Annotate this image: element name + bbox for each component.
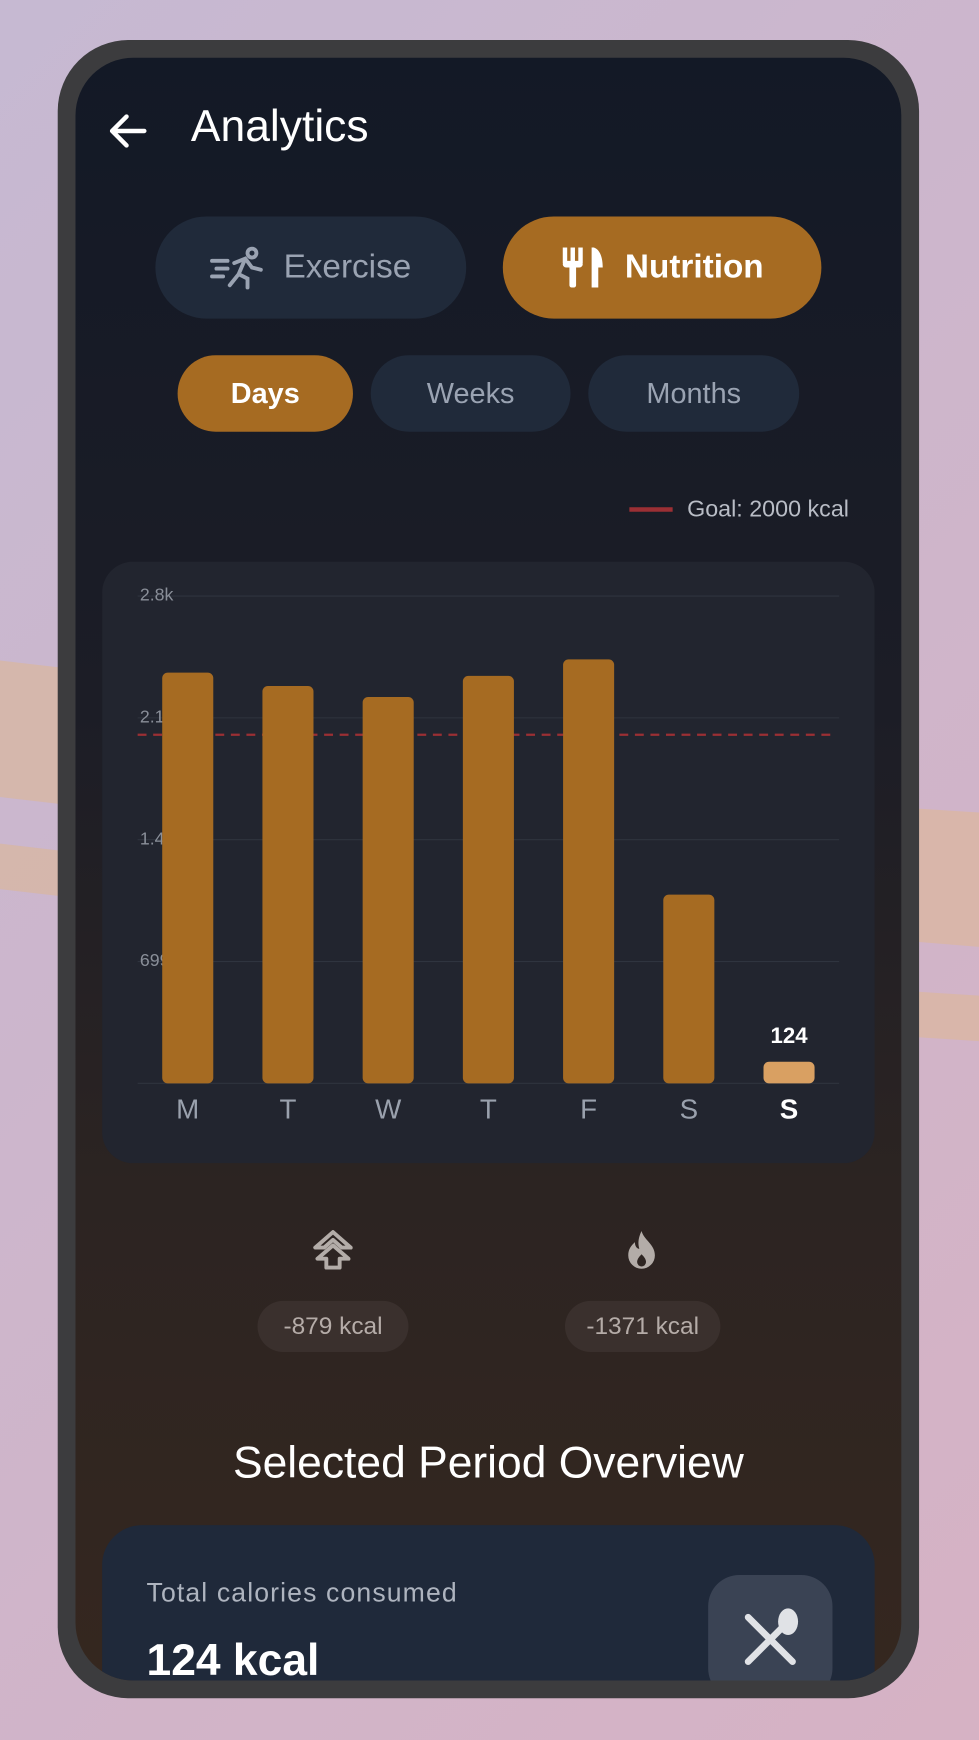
value-label: 124 (771, 1023, 809, 1048)
overview-card: Total calories consumed 124 kcal (102, 1525, 875, 1681)
x-tick-label: F (580, 1093, 597, 1124)
tab-label: Nutrition (624, 248, 764, 286)
bar (563, 659, 615, 1084)
utensils-icon (744, 1608, 799, 1665)
goal-legend-label: Goal: 2000 kcal (687, 496, 849, 522)
x-tick-label: T (480, 1093, 497, 1124)
nutrition-icon (562, 247, 603, 288)
y-tick-label: 699 (140, 950, 170, 970)
period-button[interactable]: Months (588, 355, 800, 432)
bar (262, 685, 314, 1084)
tab-label: Exercise (283, 248, 412, 286)
exercise-tab[interactable]: Exercise (155, 216, 467, 319)
nutrition-tab[interactable]: Nutrition (502, 216, 822, 319)
x-tick-label: W (375, 1093, 402, 1124)
exercise-icon (210, 246, 264, 290)
bar (162, 672, 214, 1084)
bar (763, 1061, 815, 1084)
section-title: Selected Period Overview (232, 1438, 744, 1488)
bar (663, 894, 715, 1084)
bar (362, 696, 414, 1084)
page-title: Analytics (190, 102, 369, 151)
surplus-icon (313, 1230, 353, 1270)
x-tick-label: S (680, 1093, 699, 1124)
x-tick-label: T (279, 1093, 296, 1124)
card-icon (708, 1575, 833, 1681)
card-value: 124 kcal (146, 1636, 320, 1681)
burn-icon (628, 1230, 655, 1269)
period-button[interactable]: Weeks (370, 355, 571, 432)
x-tick-label: M (176, 1093, 199, 1124)
back-button[interactable] (107, 109, 151, 153)
goal-legend: Goal: 2000 kcal (629, 496, 849, 522)
card-label: Total calories consumed (146, 1578, 458, 1609)
bar (462, 675, 514, 1084)
stat-chip: -1371 kcal (564, 1300, 721, 1352)
screen: Analytics Exercise Nutrition Days Weeks … (75, 57, 902, 1681)
y-tick-label: 2.8k (140, 585, 174, 605)
x-tick-label: S (780, 1093, 799, 1124)
period-button[interactable]: Days (177, 355, 353, 432)
stat-chip: -879 kcal (257, 1300, 409, 1352)
